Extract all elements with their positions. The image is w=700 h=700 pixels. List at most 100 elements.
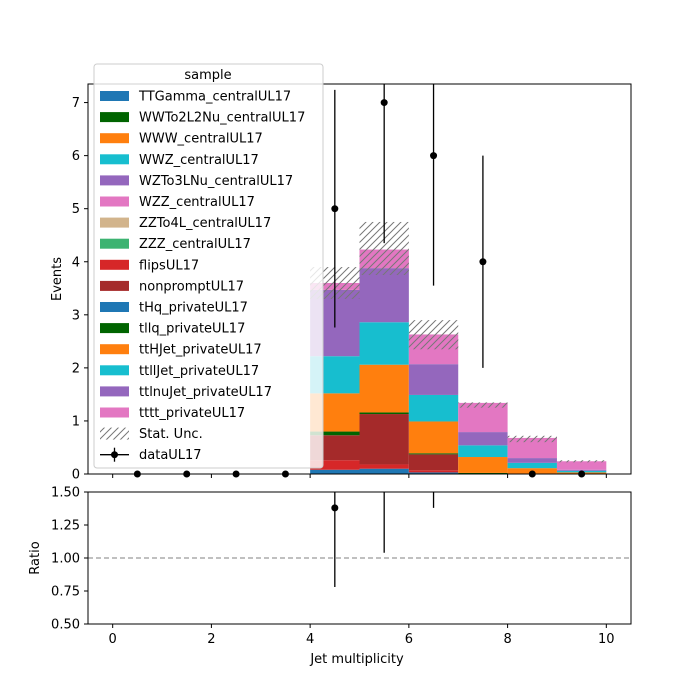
bar-ttgamma-centralul17 [310,469,360,474]
bar-tthjet-privateul17 [408,421,459,454]
legend-frame [93,63,324,469]
x-tick-label: 10 [598,632,615,647]
stat-unc-band [556,460,607,463]
main-axes: 0 1 2 3 4 5 6 7 [72,83,632,483]
legend-label: ttllJet_privateUL17 [139,364,259,379]
legend-label: nonpromptUL17 [139,279,244,294]
bar-ttlnujet-privateul17 [507,458,557,463]
ratio-point [331,504,339,512]
data-points [133,84,586,478]
legend-swatch-wwto2l2nu-centralul17 [100,112,129,123]
legend-swatch-tttt-privateul17 [100,407,129,418]
legend-swatch-ttlljet-privateul17 [100,365,129,376]
x-tick-label: 2 [207,632,215,647]
bar-ttlnujet-privateul17 [556,469,607,471]
legend-data-marker [111,451,118,459]
ratio-y-tick-label: 1.25 [51,519,80,534]
legend: sample TTGamma_centralUL17 WWTo2L2Nu_cent… [93,63,324,469]
bar-tllq-privateul17 [408,453,459,455]
y-tick-label: 3 [72,308,80,323]
data-point [430,152,438,160]
legend-label: WZTo3LNu_centralUL17 [139,174,293,189]
bar-tthjet-privateul17 [458,457,508,473]
bar-tthjet-privateul17 [359,364,409,413]
legend-label: ttHJet_privateUL17 [139,343,262,358]
x-tick-label: 8 [503,632,511,647]
bar-ttlnujet-privateul17 [408,364,459,395]
bar-ttlljet-privateul17 [507,462,557,469]
legend-label: tllq_privateUL17 [139,322,245,337]
y-tick-label: 4 [72,255,80,270]
legend-label: WWTo2L2Nu_centralUL17 [139,111,305,126]
legend-swatch-tthjet-privateul17 [100,344,129,355]
bar-tttt-privateul17 [458,402,508,433]
bar-nonpromptul17 [408,454,459,471]
ratio-y-tick-label: 0.50 [51,618,80,633]
legend-swatch-ttgamma-centralul17 [100,91,129,101]
y-tick-label: 6 [72,149,80,164]
legend-swatch-stat-unc [100,427,129,440]
x-tick-label: 6 [405,632,413,647]
legend-label: tHq_privateUL17 [139,301,248,316]
bar-tllq-privateul17 [310,431,360,436]
legend-label: dataUL17 [139,448,202,463]
bar-ttlljet-privateul17 [458,445,508,458]
legend-swatch-flipsul17 [100,259,129,270]
legend-title: sample [184,68,231,83]
ratio-plot [88,492,631,588]
bar-tllq-privateul17 [359,412,409,415]
legend-label: ttlnuJet_privateUL17 [139,385,272,400]
ratio-y-tick-label: 1.00 [51,552,80,567]
y-axis-label: Events [50,257,65,301]
bar-flipsul17 [359,464,409,469]
bar-ttlljet-privateul17 [359,322,409,365]
y-tick-label: 7 [72,96,80,111]
legend-label: ZZTo4L_centralUL17 [139,216,271,231]
legend-label: WWW_centralUL17 [139,132,263,147]
bar-flipsul17 [408,470,459,473]
legend-swatch-www-centralul17 [100,133,129,144]
legend-swatch-wwz-centralul17 [100,154,129,165]
x-axis-label: Jet multiplicity [309,652,404,667]
legend-label: WWZ_centralUL17 [139,153,259,168]
data-point [331,205,339,213]
data-point [380,99,388,107]
data-point [479,258,487,266]
y-tick-label: 2 [72,361,80,376]
y-tick-label: 0 [72,468,80,483]
bar-nonpromptul17 [359,414,409,465]
bar-ttgamma-centralul17 [359,468,409,474]
y-tick-label: 5 [72,202,80,217]
bar-tttt-privateul17 [507,437,557,459]
legend-label: WZZ_centralUL17 [139,195,255,210]
ratio-y-tick-label: 0.75 [51,585,80,600]
bar-ttlljet-privateul17 [408,394,459,422]
bar-ttlnujet-privateul17 [359,268,409,323]
bar-tllq-privateul17 [458,472,508,474]
legend-label: ZZZ_centralUL17 [139,237,251,252]
stat-unc-band [458,402,508,408]
x-tick-label: 4 [306,632,314,647]
bar-ttgamma-centralul17 [408,472,459,474]
legend-swatch-nonpromptul17 [100,280,129,291]
y-tick-label: 1 [72,414,80,429]
ratio-y-tick-label: 1.50 [51,486,80,501]
ratio-points [88,492,631,588]
legend-swatch-zzz-centralul17 [100,238,129,249]
bar-flipsul17 [310,460,360,470]
legend-label: flipsUL17 [139,258,199,273]
bar-tttt-privateul17 [556,461,607,470]
legend-label: tttt_privateUL17 [139,406,245,421]
ratio-y-axis-label: Ratio [28,541,43,574]
legend-label: TTGamma_centralUL17 [138,90,291,105]
legend-swatch-ttlnujet-privateul17 [100,386,129,397]
x-tick-label: 0 [109,632,117,647]
legend-swatch-zzto4l-centralul17 [100,217,129,228]
stat-unc-band [507,435,557,443]
legend-swatch-tllq-privateul17 [100,323,129,334]
main-plot-frame [87,83,632,475]
ratio-axes: 0.50 0.75 1.00 1.25 1.50 0 2 4 6 8 10 [51,486,632,647]
bar-ttlnujet-privateul17 [458,432,508,446]
legend-swatch-thq-privateul17 [100,302,129,312]
